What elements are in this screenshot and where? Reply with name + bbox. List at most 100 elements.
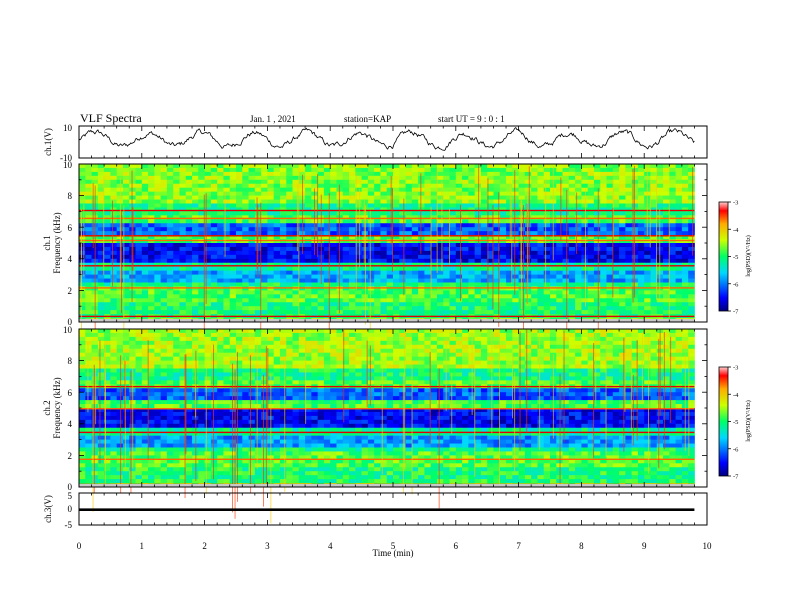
ch1-spectrogram-cell: [524, 231, 532, 236]
ch1-spectrogram-cell: [330, 302, 337, 307]
ch1-spectrogram-cell: [204, 310, 212, 315]
ch1-spectrogram-cell: [374, 215, 381, 220]
ch1-spectrogram-cell: [675, 175, 683, 181]
ch1-spectrogram-cell: [468, 298, 476, 303]
ch1-spectrogram-cell: [217, 254, 224, 260]
ch1-spectrogram-cell: [688, 187, 695, 193]
ch2-spectrogram-cell: [179, 336, 187, 342]
ch2-spectrogram-cell: [361, 332, 369, 338]
ch1-spectrogram-cell: [355, 191, 362, 196]
ch1-spectrogram-cell: [669, 250, 676, 256]
ch2-spectrogram-cell: [336, 336, 344, 342]
ch1-waveform-ylabel: ch.1(V): [43, 128, 53, 156]
ch1-spectrogram-cell: [261, 286, 268, 291]
ch1-spectrogram-cell: [443, 211, 450, 216]
ch1-spectrogram-cell: [675, 254, 683, 260]
ch1-spectrogram-cell: [305, 270, 312, 275]
ch1-spectrogram-cell: [650, 290, 658, 295]
ch1-spectrogram-cell: [631, 203, 639, 208]
ch2-spectrogram-cell: [537, 332, 545, 338]
ch2-spectrogram-cell: [499, 348, 507, 354]
ch1-spectrogram-cell: [160, 195, 168, 200]
ch1-spectrogram-cell: [361, 164, 369, 169]
ch1-spectrogram-cell: [462, 211, 469, 216]
ch2-spectrogram-cell: [393, 356, 400, 361]
ch1-spectrogram-cell: [292, 183, 300, 189]
ch2-spectrogram-cell: [688, 332, 695, 338]
ch1-spectrogram-cell: [424, 250, 432, 256]
ch1-spectrogram-cell: [688, 175, 695, 181]
ch1-spectrogram-cell: [449, 294, 457, 299]
ch1-spectrogram-cell: [650, 207, 658, 212]
ch2-spectrogram-cell: [192, 344, 199, 350]
ch1-spectrogram-cell: [575, 199, 582, 204]
ch1-spectrogram-cell: [286, 187, 293, 193]
ch1-spectrogram-cell: [487, 310, 494, 315]
ch1-spectrogram-cell: [97, 215, 105, 220]
ch1-spectrogram-cell: [135, 239, 143, 244]
ch1-spectrogram-cell: [198, 258, 205, 264]
ch1-spectrogram-cell: [556, 223, 563, 228]
ch1-spectrogram-cell: [443, 227, 450, 232]
ch1-spectrogram-cell: [405, 250, 413, 256]
ch1-spectrogram-cell: [273, 187, 281, 193]
ch1-spectrogram-cell: [455, 282, 463, 287]
ch1-spectrogram-cell: [669, 183, 676, 189]
ch1-spectrogram-cell: [430, 171, 438, 177]
ch2-spectrogram-cell: [424, 344, 432, 350]
ch2-spectrogram-cell: [625, 352, 633, 358]
ch1-spectrogram-cell: [399, 262, 406, 268]
ch2-spectrogram-cell: [531, 329, 538, 334]
ch1-spectrogram-cell: [405, 235, 413, 240]
ch1-spectrogram-cell: [575, 306, 582, 311]
ch1-spectrogram-cell: [518, 187, 526, 193]
ch1-spectrogram-cell: [242, 286, 249, 291]
ch1-spectrogram-cell: [179, 215, 187, 220]
ch1-spectrogram-cell: [493, 270, 501, 275]
ch1-spectrogram-cell: [210, 294, 218, 299]
ch1-spectrogram-cell: [499, 203, 507, 208]
ch2-spectrogram-cell: [424, 356, 432, 361]
ch1-spectrogram-cell: [581, 310, 589, 315]
ch1-spectrogram-cell: [587, 243, 595, 248]
ch1-spectrogram-cell: [323, 270, 331, 275]
ch1-spectrogram-cell: [242, 243, 249, 248]
ch2-spectrogram-cell: [229, 332, 237, 338]
ch1-spectrogram-cell: [79, 294, 86, 299]
ch1-spectrogram-cell: [631, 290, 639, 295]
ch1-spectrogram-cell: [625, 179, 633, 185]
ch1-spectrogram-cell: [619, 187, 626, 193]
ch1-spectrogram-cell: [606, 164, 614, 169]
ch1-spectrogram-cell: [317, 282, 325, 287]
ch1-spectrogram-cell: [562, 207, 570, 212]
ch1-spectrogram-cell: [449, 250, 457, 256]
ch1-spectrogram-cell: [556, 203, 563, 208]
ch1-spectrogram-cell: [480, 258, 488, 264]
ch1-spectrogram-cell: [531, 179, 538, 185]
ch2-spectrogram-cell: [166, 352, 174, 358]
ch1-spectrogram-cell: [361, 195, 369, 200]
ch1-spectrogram-cell: [261, 191, 268, 196]
ch1-spectrogram-cell: [681, 195, 689, 200]
ch1-spectrogram-cell: [418, 286, 425, 291]
ch1-spectrogram-cell: [524, 250, 532, 256]
ch1-spectrogram-cell: [323, 207, 331, 212]
ch1-spectrogram-cell: [650, 171, 658, 177]
ch1-spectrogram-cell: [675, 294, 683, 299]
ch2-spectrogram-cell: [619, 344, 626, 350]
ch1-spectrogram-cell: [336, 223, 344, 228]
ch1-spectrogram-cell: [524, 254, 532, 260]
ch1-spectrogram-cell: [179, 298, 187, 303]
ch1-spectrogram-cell: [663, 290, 670, 295]
ch1-spectrogram-cell: [681, 203, 689, 208]
ch1-spectrogram-cell: [267, 298, 275, 303]
ch1-spectrogram-cell: [361, 207, 369, 212]
ch1-spectrogram-cell: [625, 266, 633, 272]
ch1-spectrogram-cell: [336, 227, 344, 232]
ch1-spectrogram-cell: [298, 290, 306, 295]
ch1-spectrogram-cell: [135, 215, 143, 220]
ch2-spectrogram-cell: [593, 344, 601, 350]
ch1-spectrogram-cell: [593, 199, 601, 204]
ch1-spectrogram-cell: [135, 235, 143, 240]
ch1-spectrogram-cell: [204, 183, 212, 189]
